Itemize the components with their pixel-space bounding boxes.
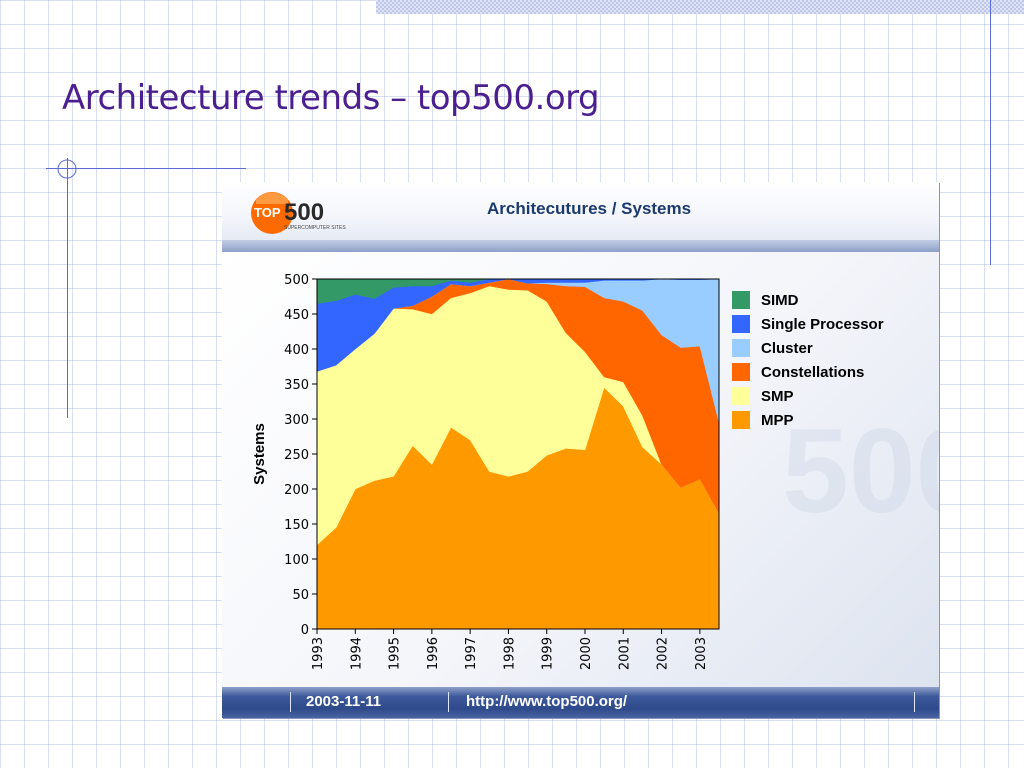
chart-area: 500 0 50 100 150 200 250 300 350 400 450 500 1993 199…: [222, 252, 939, 687]
x-tick-label: 1994: [349, 637, 364, 670]
chart-title: Architecutures / Systems: [487, 199, 692, 218]
y-tick-label: 150: [284, 518, 309, 533]
x-tick-label: 2003: [694, 637, 709, 670]
logo-500-text: 500: [284, 199, 324, 226]
footer-separator: [290, 692, 291, 712]
circle-ornament-icon: [57, 159, 77, 179]
legend-swatch: [732, 291, 750, 309]
x-tick-label: 1996: [426, 637, 441, 670]
x-tick-label: 2000: [579, 637, 594, 670]
top-decoration-band: [376, 0, 1024, 14]
legend-swatch: [732, 315, 750, 333]
y-tick-label: 400: [284, 343, 309, 358]
header-stripe: [222, 240, 939, 252]
y-tick-label: 200: [284, 483, 309, 498]
legend-swatch: [732, 363, 750, 381]
legend-label: SIMD: [761, 292, 799, 309]
footer-date: 2003-11-11: [306, 693, 382, 710]
slide-top-rule: [46, 168, 246, 169]
y-axis-label: Systems: [251, 423, 268, 485]
y-tick-label: 100: [284, 553, 309, 568]
y-tick-label: 0: [301, 623, 309, 638]
logo-top-text: TOP: [254, 205, 281, 220]
x-tick-label: 1993: [311, 637, 326, 670]
legend-label: MPP: [761, 412, 794, 429]
legend-swatch: [732, 339, 750, 357]
legend-label: SMP: [761, 388, 794, 405]
slide-left-rule: [67, 158, 68, 418]
top500-chart-panel: TOP 500 SUPERCOMPUTER SITES Architecutur…: [222, 182, 939, 718]
legend-swatch: [732, 411, 750, 429]
y-tick-label: 300: [284, 413, 309, 428]
slide-right-rule: [990, 0, 991, 265]
x-tick-label: 1998: [502, 637, 517, 670]
stacked-area-chart: 500 0 50 100 150 200 250 300 350 400 450 500 1993 199…: [251, 273, 939, 670]
panel-footer: 2003-11-11 http://www.top500.org/: [222, 687, 939, 718]
y-tick-label: 50: [292, 588, 309, 603]
y-tick-label: 450: [284, 308, 309, 323]
top500-logo: TOP 500 SUPERCOMPUTER SITES: [251, 192, 346, 234]
logo-subtitle-text: SUPERCOMPUTER SITES: [284, 225, 346, 231]
y-tick-label: 250: [284, 448, 309, 463]
slide-title: Architecture trends – top500.org: [62, 78, 600, 118]
x-tick-label: 1995: [388, 637, 403, 670]
legend-label: Cluster: [761, 340, 813, 357]
y-tick-label: 500: [284, 273, 309, 288]
panel-header: TOP 500 SUPERCOMPUTER SITES Architecutur…: [222, 182, 939, 242]
x-tick-label: 1999: [541, 637, 556, 670]
x-tick-label: 2002: [656, 637, 671, 670]
x-tick-label: 2001: [617, 637, 632, 670]
footer-separator: [914, 692, 915, 712]
legend-label: Constellations: [761, 364, 864, 381]
footer-url-link[interactable]: http://www.top500.org/: [466, 693, 628, 710]
legend-swatch: [732, 387, 750, 405]
watermark-text: 500: [782, 404, 939, 538]
x-tick-label: 1997: [464, 637, 479, 670]
y-tick-label: 350: [284, 378, 309, 393]
footer-separator: [448, 692, 449, 712]
legend-label: Single Processor: [761, 316, 884, 333]
